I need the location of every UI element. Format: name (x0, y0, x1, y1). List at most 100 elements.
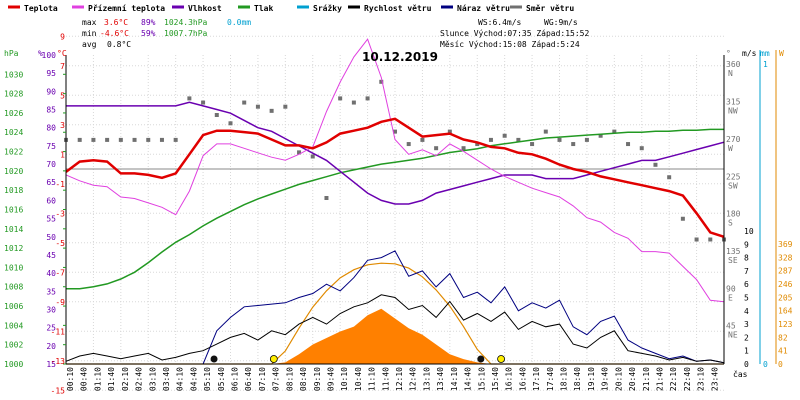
series-pressure (66, 128, 724, 290)
time-tick-label: 02:40 (135, 367, 144, 391)
wind-direction-point (255, 104, 260, 109)
time-tick-label: 06:40 (244, 367, 253, 391)
wind-direction-point (530, 142, 535, 147)
wind-direction-point (132, 137, 137, 142)
stat-min-press: 1007.7hPa (164, 29, 208, 38)
time-tick-label: 17:40 (546, 367, 555, 391)
humidity-tick-label: 90 (46, 87, 56, 96)
temperature-tick-label: -1 (55, 180, 65, 189)
wind-direction-point (516, 137, 521, 142)
moonrise-marker (477, 355, 485, 363)
hpa-tick-label: 1004 (4, 321, 23, 330)
temperature-tick-label: 1 (60, 150, 65, 159)
humidity-tick-label: 55 (46, 215, 56, 224)
time-tick-label: 15:10 (477, 367, 486, 391)
info-wind-gust: WG:9m/s (544, 18, 578, 27)
wind-tick-label: 1 (744, 347, 749, 356)
stat-min-hum: 59% (141, 29, 156, 38)
humidity-tick-label: 95 (46, 69, 56, 78)
direction-name-label: SW (728, 181, 738, 190)
radiation-tick-label: 205 (778, 293, 793, 302)
series-humidity (66, 101, 725, 205)
wind-direction-point (269, 108, 274, 113)
legend-label: Rychlost větru (364, 3, 432, 13)
wind-direction-point (338, 96, 343, 101)
stat-avg-temp: 0.8°C (107, 40, 131, 49)
direction-name-label: NW (728, 107, 738, 116)
wind-direction-point (543, 129, 548, 134)
time-tick-label: 10:40 (354, 367, 363, 391)
wind-direction-point (228, 121, 233, 126)
legend-label: Přízemní teplota (88, 4, 165, 13)
stat-avg-label: avg (82, 40, 97, 49)
hpa-tick-label: 1028 (4, 90, 23, 99)
wind-direction-point (447, 129, 452, 134)
humidity-tick-label: 85 (46, 106, 56, 115)
time-tick-label: 12:10 (395, 367, 404, 391)
humidity-tick-label: 35 (46, 287, 56, 296)
wind-direction-point (694, 237, 699, 242)
time-tick-label: 09:10 (313, 367, 322, 391)
time-tick-label: 11:40 (381, 367, 390, 391)
wind-tick-label: 3 (744, 320, 749, 329)
temperature-tick-label: 7 (60, 62, 65, 71)
wind-direction-point (159, 137, 164, 142)
humidity-tick-label: 30 (46, 305, 56, 314)
humidity-tick-label: 70 (46, 160, 56, 169)
hpa-tick-label: 1030 (4, 70, 23, 79)
stat-max-hum: 89% (141, 18, 156, 27)
temperature-tick-label: -13 (51, 357, 66, 366)
wind-direction-point (584, 137, 589, 142)
wind-direction-point (365, 96, 370, 101)
temperature-tick-label: 5 (60, 91, 65, 100)
temperature-tick-label: -5 (55, 239, 65, 248)
wind-direction-point (680, 216, 685, 221)
direction-name-label: W (728, 144, 733, 153)
radiation-tick-label: 123 (778, 320, 793, 329)
radiation-tick-label: 369 (778, 240, 793, 249)
wind-tick-label: 4 (744, 307, 749, 316)
time-tick-label: 14:40 (464, 367, 473, 391)
time-tick-label: 10:10 (340, 367, 349, 391)
temperature-tick-label: 9 (60, 32, 65, 41)
series-wind-speed (65, 294, 725, 364)
hpa-tick-label: 1006 (4, 302, 23, 311)
hpa-tick-label: 1026 (4, 109, 23, 118)
time-tick-label: 18:40 (573, 367, 582, 391)
wind-direction-point (434, 146, 439, 151)
hpa-tick-label: 1012 (4, 244, 23, 253)
hpa-tick-label: 1014 (4, 225, 23, 234)
time-tick-label: 20:40 (628, 367, 637, 391)
series-ground-temperature (65, 38, 725, 303)
direction-tick-label: 315 (726, 98, 741, 107)
time-tick-label: 19:40 (601, 367, 610, 391)
radiation-tick-label: 328 (778, 253, 793, 262)
wind-direction-point (118, 137, 123, 142)
axis-unit-mm: mm (760, 49, 770, 58)
time-tick-label: 05:10 (203, 367, 212, 391)
stat-min-label: min (82, 29, 97, 38)
time-tick-label: 17:10 (532, 367, 541, 391)
info-box: WS:6.4m/s WG:9m/s Slunce Východ:07:35 Zá… (440, 18, 589, 49)
temperature-tick-label: 3 (60, 121, 65, 130)
humidity-tick-label: 100 (42, 51, 57, 60)
wind-direction-point (173, 137, 178, 142)
stat-max-label: max (82, 18, 97, 27)
wind-direction-point (708, 237, 713, 242)
axes-layer: hPa% °C ° m/s mm Wčas103010281026102410221020… (4, 32, 793, 395)
hpa-tick-label: 1000 (4, 360, 23, 369)
wind-direction-point (310, 154, 315, 159)
legend-label: Vlhkost (188, 4, 222, 13)
direction-name-label: N (728, 69, 733, 78)
wind-tick-label: 2 (744, 333, 749, 342)
humidity-tick-label: 40 (46, 269, 56, 278)
time-tick-label: 00:40 (80, 367, 89, 391)
stat-max-rain: 0.0mm (227, 18, 251, 27)
stats-box: max 3.6°C 89% 1024.3hPa 0.0mm min -4.6°C… (82, 18, 251, 49)
temperature-tick-label: -9 (55, 298, 65, 307)
direction-name-label: E (728, 293, 733, 302)
wind-direction-point (379, 79, 384, 84)
temperature-tick-label: -11 (51, 327, 66, 336)
time-tick-label: 02:10 (121, 367, 130, 391)
